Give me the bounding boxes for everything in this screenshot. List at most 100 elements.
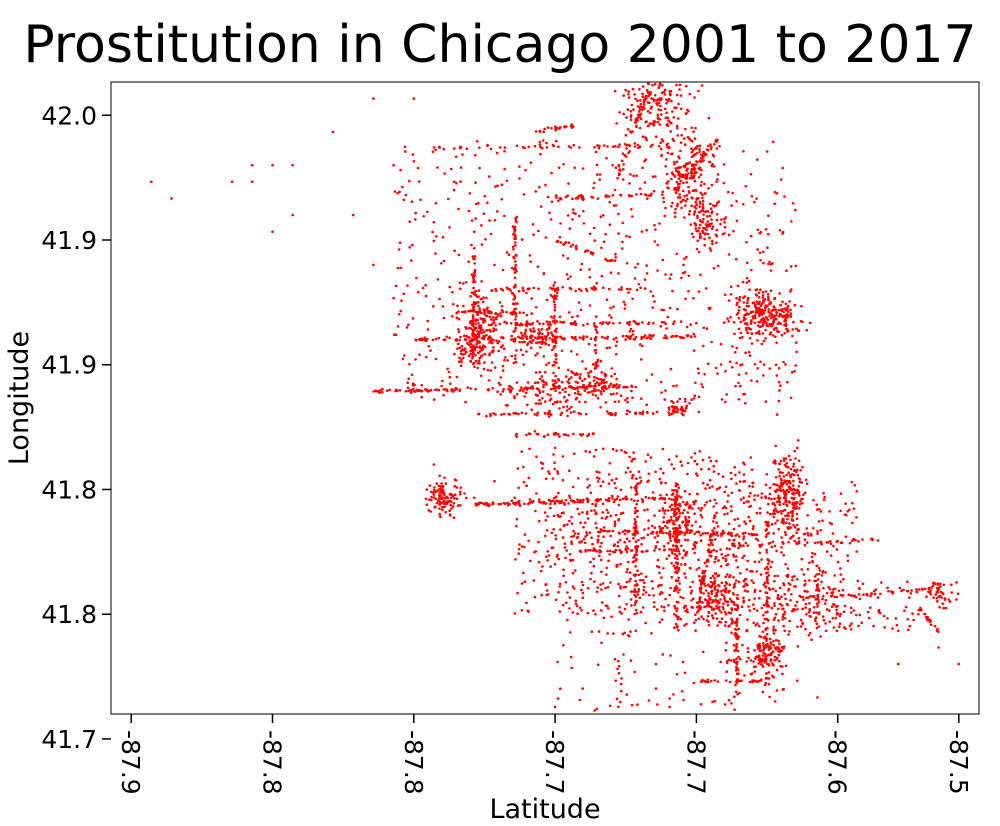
data-point — [832, 544, 835, 548]
data-point — [438, 297, 441, 301]
data-point — [448, 336, 451, 340]
data-point — [580, 262, 584, 266]
data-point — [476, 140, 479, 143]
data-point — [514, 329, 517, 332]
data-point — [583, 389, 586, 393]
data-point — [784, 496, 787, 500]
data-point — [579, 373, 582, 376]
data-point — [545, 529, 549, 532]
data-point — [546, 593, 550, 596]
data-point — [480, 336, 484, 340]
data-point — [433, 488, 436, 492]
data-point — [796, 468, 799, 472]
data-point — [651, 143, 654, 147]
data-point — [578, 606, 582, 610]
data-point — [477, 501, 481, 505]
data-point — [710, 614, 714, 617]
data-point — [538, 185, 541, 189]
data-point — [766, 292, 770, 296]
data-point — [762, 641, 765, 645]
data-point — [375, 389, 379, 393]
data-point — [696, 474, 699, 477]
data-point — [546, 195, 550, 199]
data-point — [665, 557, 669, 560]
data-point — [781, 300, 784, 304]
data-point — [469, 327, 473, 330]
data-point — [781, 517, 784, 521]
data-point — [735, 679, 739, 682]
data-point — [533, 413, 537, 416]
data-point — [686, 108, 689, 112]
data-point — [609, 382, 613, 386]
data-point — [589, 491, 593, 495]
data-point — [626, 409, 629, 412]
data-point — [478, 307, 482, 311]
data-point — [695, 462, 699, 466]
data-point — [647, 496, 651, 500]
data-point — [437, 388, 441, 392]
data-point — [709, 202, 712, 206]
data-point — [544, 183, 547, 187]
data-point — [674, 526, 678, 530]
data-point — [778, 471, 782, 474]
data-point — [934, 593, 938, 596]
data-point — [777, 468, 780, 471]
data-point — [561, 285, 564, 289]
data-point — [787, 466, 790, 469]
data-point — [388, 388, 392, 392]
data-point — [618, 384, 621, 387]
data-point — [622, 300, 626, 304]
data-point — [692, 235, 695, 239]
data-point — [553, 501, 557, 505]
data-point — [756, 339, 759, 342]
data-point — [686, 197, 689, 201]
data-point — [766, 246, 769, 249]
data-point — [703, 227, 706, 230]
data-point — [720, 611, 723, 614]
data-point — [702, 155, 705, 159]
data-point — [775, 313, 778, 317]
data-point — [614, 548, 618, 552]
data-point — [630, 103, 634, 107]
data-point — [606, 585, 610, 589]
data-point — [790, 220, 793, 223]
data-point — [553, 446, 557, 450]
data-point — [709, 597, 712, 601]
data-point — [737, 373, 741, 376]
data-point — [583, 541, 587, 545]
data-point — [773, 202, 776, 205]
data-point — [576, 387, 579, 390]
data-point — [653, 514, 656, 517]
data-point — [691, 507, 694, 510]
data-point — [524, 328, 528, 332]
data-point — [512, 255, 515, 259]
data-point — [660, 527, 664, 530]
data-point — [528, 501, 532, 504]
data-point — [700, 467, 703, 471]
data-point — [568, 407, 571, 411]
data-point — [667, 180, 670, 183]
data-point — [661, 190, 665, 194]
data-point — [530, 341, 533, 344]
data-point — [815, 589, 818, 592]
data-point — [791, 515, 794, 518]
data-point — [662, 308, 666, 312]
data-point — [793, 449, 796, 453]
data-point — [774, 326, 778, 330]
data-point — [712, 616, 715, 620]
data-point — [552, 284, 555, 287]
data-point — [489, 232, 493, 236]
data-point — [763, 309, 767, 312]
data-point — [674, 513, 678, 516]
data-point — [716, 624, 719, 627]
data-point — [685, 325, 689, 329]
data-point — [677, 186, 681, 189]
data-point — [645, 272, 649, 275]
data-point — [783, 332, 786, 335]
data-point — [713, 560, 716, 564]
data-point — [675, 533, 678, 537]
data-point — [810, 638, 813, 641]
data-point — [618, 549, 621, 552]
data-point — [675, 493, 679, 496]
data-point — [786, 316, 789, 319]
